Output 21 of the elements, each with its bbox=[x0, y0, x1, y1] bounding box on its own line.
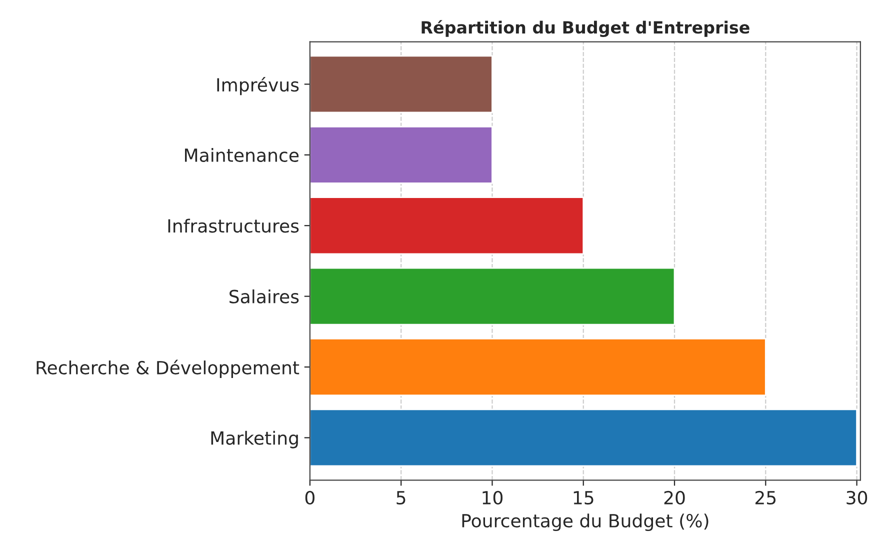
y-tick-label: Infrastructures bbox=[168, 218, 299, 233]
x-axis-title: Pourcentage du Budget (%) bbox=[462, 514, 708, 532]
x-tick-label: 0 bbox=[305, 490, 314, 505]
bar bbox=[310, 408, 858, 467]
x-tick-label: 25 bbox=[755, 490, 776, 505]
y-tick-label: Imprévus bbox=[217, 76, 299, 96]
y-tick-label: Recherche & Développement bbox=[36, 360, 300, 378]
x-tick-label: 5 bbox=[396, 491, 406, 505]
y-tick-label: Salaires bbox=[230, 289, 299, 304]
bar bbox=[310, 196, 584, 255]
bar bbox=[310, 267, 676, 326]
chart-title: Répartition du Budget d'Entreprise bbox=[422, 20, 750, 38]
y-tick-label: Maintenance bbox=[185, 148, 299, 162]
bar bbox=[310, 338, 766, 396]
y-tick-label: Marketing bbox=[211, 430, 298, 448]
bar bbox=[310, 126, 493, 184]
x-tick-label: 10 bbox=[482, 490, 503, 505]
bar bbox=[310, 55, 493, 114]
x-tick-label: 30 bbox=[846, 490, 868, 505]
x-tick-label: 15 bbox=[574, 491, 594, 505]
x-tick-label: 20 bbox=[664, 490, 685, 505]
